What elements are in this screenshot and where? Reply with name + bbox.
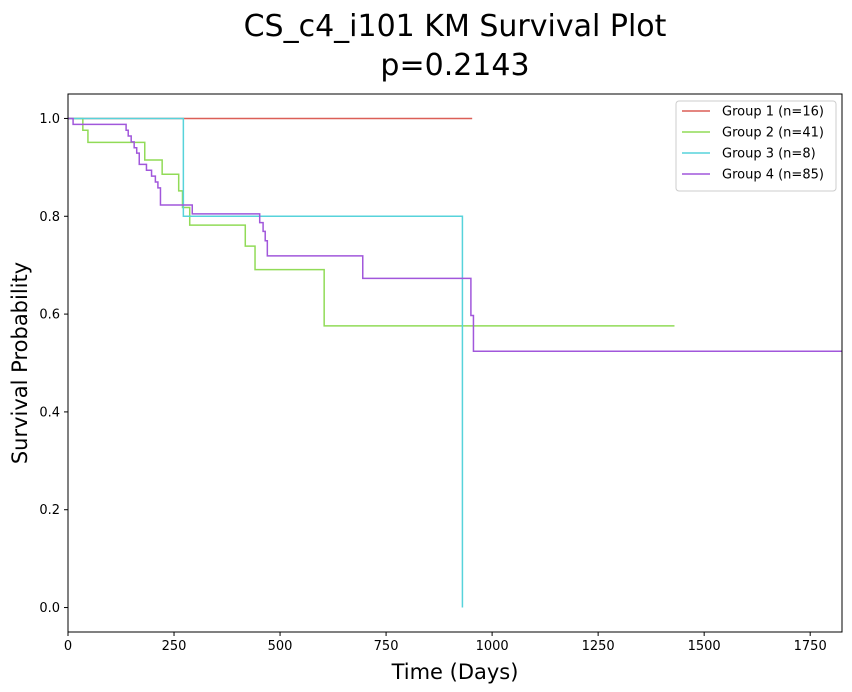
x-tick-label: 750: [374, 639, 399, 654]
y-tick-label: 0.2: [39, 503, 60, 518]
x-tick-label: 250: [162, 639, 187, 654]
x-tick-label: 1500: [688, 639, 721, 654]
series-line-group-4: [68, 117, 842, 353]
chart-title: CS_c4_i101 KM Survival Plot: [244, 9, 667, 44]
x-tick-label: 0: [64, 639, 72, 654]
x-tick-label: 1250: [582, 639, 615, 654]
legend-label-group-4: Group 4 (n=85): [722, 168, 824, 183]
legend-label-group-3: Group 3 (n=8): [722, 147, 816, 162]
chart-subtitle: p=0.2143: [380, 48, 529, 83]
y-tick-label: 0.6: [39, 308, 60, 323]
y-axis-label: Survival Probability: [8, 262, 32, 464]
y-tick-label: 0.4: [39, 405, 60, 420]
series-layer: [68, 117, 842, 608]
y-tick-label: 0.8: [39, 210, 60, 225]
legend: Group 1 (n=16) Group 2 (n=41) Group 3 (n=8…: [675, 100, 837, 192]
series-line-group-2: [68, 117, 675, 327]
x-tick-label: 500: [268, 639, 293, 654]
legend-label-group-1: Group 1 (n=16): [722, 105, 824, 120]
plot-frame: [67, 93, 843, 633]
series-line-group-3: [68, 117, 464, 608]
legend-box: [675, 100, 837, 192]
x-tick-label: 1750: [794, 639, 827, 654]
y-axis-ticks: 0.0 0.2 0.4 0.6 0.8 1.0: [39, 112, 68, 616]
x-axis-label: Time (Days): [391, 660, 519, 684]
x-axis-ticks: 0 250 500 750 1000 1250 1500 1750: [64, 632, 827, 654]
y-tick-label: 0.0: [39, 601, 60, 616]
y-tick-label: 1.0: [39, 112, 60, 127]
x-tick-label: 1000: [476, 639, 509, 654]
legend-label-group-2: Group 2 (n=41): [722, 126, 824, 141]
